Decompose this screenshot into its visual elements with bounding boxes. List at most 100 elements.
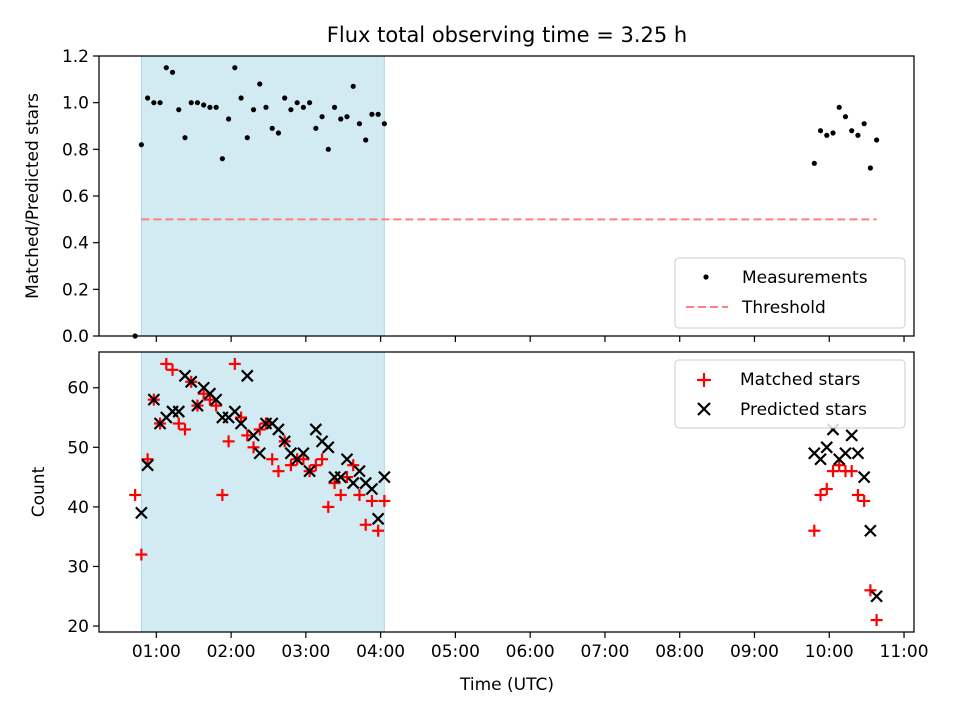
- measurement-point: [232, 65, 238, 71]
- bottom-y-tick-label: 50: [67, 438, 89, 458]
- top-axes-frame: [98, 55, 915, 337]
- predicted-point: [346, 476, 360, 490]
- predicted-point: [303, 464, 316, 478]
- predicted-point: [147, 393, 161, 406]
- x-tick-label: 11:00: [880, 642, 929, 662]
- predicted-point: [253, 446, 267, 460]
- predicted-point: [228, 405, 242, 418]
- legend-matched-label: Matched stars: [740, 370, 860, 390]
- measurement-point: [855, 132, 861, 138]
- measurement-point: [182, 135, 188, 141]
- matched-point: [864, 584, 877, 597]
- matched-point: [166, 363, 179, 376]
- measurement-point: [207, 104, 213, 110]
- predicted-point: [820, 441, 834, 454]
- matched-point: [833, 459, 846, 472]
- predicted-point: [857, 470, 871, 484]
- predicted-point: [839, 446, 852, 460]
- predicted-point: [334, 470, 348, 484]
- x-tick-label: 02:00: [207, 642, 256, 662]
- matched-point: [870, 614, 883, 627]
- measurement-point: [350, 83, 356, 89]
- predicted-point: [340, 452, 354, 466]
- bottom-shaded-span-layer: [140, 351, 385, 633]
- predicted-point: [234, 417, 248, 430]
- legend-predicted-label: Predicted stars: [740, 400, 867, 420]
- measurement-point: [294, 100, 300, 106]
- predicted-point: [851, 446, 865, 460]
- matched-point: [241, 429, 254, 442]
- bottom-legend: Matched stars Predicted stars: [674, 359, 906, 429]
- bottom-x-ticks: 01:00 02:00 03:00 04:00 05:00 06:00 07:00 08:00…: [132, 632, 929, 662]
- top-y-tick-label: 0.0: [62, 327, 89, 347]
- measurement-point: [275, 130, 282, 136]
- top-y-tick-label: 1.0: [62, 94, 89, 114]
- measurement-point: [226, 116, 232, 122]
- top-shaded-span: [140, 55, 385, 337]
- matched-point: [210, 399, 223, 412]
- bottom-axes-frame: [98, 351, 915, 633]
- measurement-point: [244, 135, 250, 141]
- measurement-point: [269, 125, 275, 131]
- predicted-point: [272, 423, 285, 436]
- predicted-point: [864, 524, 877, 538]
- matched-point: [297, 453, 310, 466]
- matched-point: [372, 524, 385, 537]
- legend-matched-marker: [697, 373, 711, 387]
- predicted-point: [278, 435, 291, 448]
- top-measurement-points: [132, 65, 880, 339]
- measurement-point: [188, 100, 194, 106]
- measurement-point: [219, 156, 225, 162]
- measurement-point: [163, 65, 169, 71]
- measurement-point: [363, 137, 369, 143]
- matched-point: [814, 488, 827, 501]
- predicted-point: [322, 441, 335, 454]
- measurement-point: [300, 104, 306, 110]
- measurement-point: [830, 130, 836, 136]
- matched-point: [228, 357, 241, 370]
- predicted-point: [309, 423, 323, 436]
- matched-point: [340, 471, 353, 484]
- matched-point: [334, 488, 347, 501]
- matched-point: [322, 500, 335, 513]
- measurement-point: [338, 116, 344, 122]
- measurement-point: [138, 142, 144, 148]
- matched-point: [135, 548, 148, 561]
- measurement-point: [344, 114, 350, 120]
- matched-point: [203, 393, 216, 406]
- legend-measurements-label: Measurements: [742, 268, 868, 288]
- matched-point: [141, 453, 154, 466]
- predicted-point: [297, 446, 310, 460]
- measurement-point: [213, 104, 219, 110]
- matched-point: [851, 488, 864, 501]
- measurement-point: [331, 104, 338, 110]
- measurement-point: [369, 111, 375, 117]
- measurement-point: [157, 100, 163, 106]
- measurement-point: [861, 121, 867, 127]
- matched-point: [826, 465, 839, 478]
- predicted-point: [184, 375, 198, 389]
- top-y-axis-label: Matched/Predicted stars: [23, 93, 43, 299]
- legend-threshold-label: Threshold: [741, 298, 826, 318]
- predicted-point: [378, 470, 391, 484]
- predicted-point: [209, 393, 223, 406]
- matched-point: [378, 494, 391, 507]
- x-tick-label: 03:00: [281, 642, 330, 662]
- measurement-point: [201, 102, 207, 108]
- matched-point: [359, 518, 372, 531]
- predicted-point: [135, 506, 148, 520]
- matched-point: [222, 435, 235, 448]
- measurement-point: [307, 100, 313, 106]
- x-tick-label: 10:00: [805, 642, 854, 662]
- predicted-point: [814, 452, 827, 466]
- legend-measurements-marker: [703, 274, 709, 280]
- measurement-point: [250, 107, 257, 113]
- matched-point: [235, 411, 248, 424]
- x-tick-label: 06:00: [506, 642, 555, 662]
- bottom-legend-box: [674, 359, 906, 429]
- measurement-point: [817, 128, 824, 134]
- measurement-point: [375, 111, 381, 117]
- x-tick-label: 05:00: [431, 642, 480, 662]
- measurement-point: [282, 95, 288, 101]
- top-legend: Measurements Threshold: [674, 257, 906, 329]
